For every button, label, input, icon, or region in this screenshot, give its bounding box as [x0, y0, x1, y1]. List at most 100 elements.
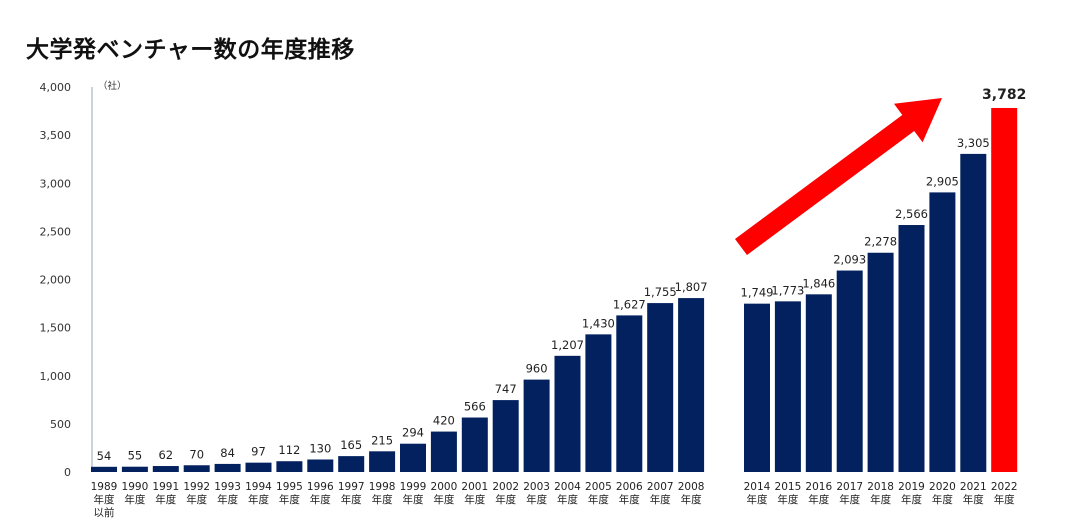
- chart-title: 大学発ベンチャー数の年度推移: [26, 37, 355, 63]
- x-tick-label: 年度: [403, 493, 424, 506]
- bar-value-label: 84: [220, 446, 235, 460]
- x-tick-label: 2022: [991, 481, 1018, 493]
- x-tick-label: 年度: [94, 493, 115, 506]
- bar-value-label: 3,782: [982, 87, 1026, 103]
- x-tick-label: 年度: [681, 493, 702, 506]
- x-tick-label: 年度: [963, 493, 984, 506]
- x-tick-label: 年度: [932, 493, 953, 506]
- x-tick-label: 年度: [433, 493, 454, 506]
- x-tick-label: 2005: [585, 481, 612, 493]
- x-tick-label: 年度: [248, 493, 269, 506]
- bar: [960, 153, 987, 473]
- bar-value-label: 54: [97, 449, 112, 463]
- bar: [523, 379, 550, 472]
- bar: [929, 192, 956, 473]
- growth-arrow: [735, 98, 942, 255]
- x-tick-label: 2016: [805, 481, 832, 493]
- bar: [744, 303, 770, 472]
- bar: [400, 443, 426, 472]
- x-tick-label: 1994: [245, 481, 272, 493]
- bar: [121, 466, 148, 472]
- x-tick-label: 2020: [929, 481, 956, 493]
- x-tick-label: 年度: [217, 493, 238, 506]
- bar-value-label: 1,807: [675, 280, 708, 294]
- x-tick-label: 年度: [747, 493, 768, 506]
- x-tick-label: 2008: [678, 481, 705, 493]
- x-tick-label: 年度: [155, 493, 176, 506]
- bar-value-label: 294: [402, 426, 424, 440]
- bar-value-label: 1,430: [582, 316, 615, 330]
- bar: [678, 298, 705, 472]
- x-tick-label: 2002: [492, 481, 519, 493]
- y-axis-unit-label: （社）: [98, 80, 127, 92]
- bar-value-label: 1,846: [802, 276, 835, 290]
- x-axis-labels: 1989年度以前1990年度1991年度1992年度1993年度1994年度19…: [91, 481, 1018, 519]
- bars: [91, 107, 1018, 473]
- bar: [183, 465, 210, 472]
- x-tick-label: 2001: [461, 481, 488, 493]
- bar-value-label: 2,278: [864, 235, 897, 249]
- bar-value-label: 1,773: [771, 283, 804, 297]
- bar-value-label: 1,207: [551, 338, 584, 352]
- bar: [214, 463, 241, 472]
- bar-value-label: 2,093: [833, 253, 866, 267]
- bar: [616, 315, 643, 472]
- x-tick-label: 1995: [276, 481, 303, 493]
- x-tick-label: 2015: [775, 481, 802, 493]
- y-tick-label: 3,000: [40, 177, 72, 190]
- bar: [585, 334, 612, 472]
- bar: [307, 459, 334, 472]
- x-tick-label: 年度: [901, 493, 922, 506]
- bar-value-label: 55: [128, 449, 143, 463]
- x-tick-label: 年度: [557, 493, 578, 506]
- bar: [647, 303, 674, 472]
- x-tick-label: 1992: [183, 481, 210, 493]
- y-tick-label: 0: [64, 466, 71, 479]
- bar-value-label: 960: [526, 362, 548, 376]
- x-tick-label: 年度: [310, 493, 331, 506]
- x-tick-label: 1996: [307, 481, 334, 493]
- bar-value-label: 420: [433, 414, 455, 428]
- x-tick-label: 1993: [214, 481, 241, 493]
- x-tick-label: 年度: [994, 493, 1015, 506]
- x-tick-label: 年度: [650, 493, 671, 506]
- x-tick-label: 以前: [94, 506, 115, 519]
- bar: [245, 462, 272, 472]
- bar: [867, 252, 894, 472]
- bar: [554, 355, 581, 472]
- bar: [805, 294, 832, 472]
- x-tick-label: 年度: [619, 493, 640, 506]
- y-tick-label: 3,500: [40, 129, 72, 142]
- value-labels: 54 55 62 70 84 97 112 130 165 2152944205667479601…: [97, 87, 1027, 463]
- x-tick-label: 2019: [898, 481, 925, 493]
- y-tick-label: 4,000: [40, 81, 72, 94]
- bar-value-label: 62: [158, 448, 173, 462]
- x-tick-label: 年度: [495, 493, 516, 506]
- bar: [369, 451, 396, 472]
- x-tick-label: 年度: [526, 493, 547, 506]
- x-tick-label: 2000: [431, 481, 458, 493]
- x-tick-label: 年度: [279, 493, 300, 506]
- x-tick-label: 2014: [744, 481, 771, 493]
- bar-value-label: 3,305: [957, 136, 990, 150]
- y-axis-ticks: 0 500 1,000 1,500 2,000 2,500 3,000 3,500 4,000: [40, 81, 72, 479]
- bar-value-label: 2,566: [895, 207, 928, 221]
- bar: [91, 466, 117, 472]
- x-tick-label: 年度: [464, 493, 485, 506]
- x-tick-label: 年度: [186, 493, 207, 506]
- y-tick-label: 1,000: [40, 370, 72, 383]
- bar-value-label: 1,755: [644, 285, 677, 299]
- bar-value-label: 130: [309, 441, 331, 455]
- x-tick-label: 年度: [341, 493, 362, 506]
- bar-highlight: [991, 107, 1018, 473]
- x-tick-label: 年度: [777, 493, 798, 506]
- bar: [492, 400, 519, 472]
- bar: [430, 431, 457, 472]
- y-tick-label: 1,500: [40, 322, 72, 335]
- x-tick-label: 1998: [369, 481, 396, 493]
- bar-value-label: 112: [278, 443, 300, 457]
- x-tick-label: 年度: [372, 493, 393, 506]
- y-tick-label: 2,000: [40, 274, 72, 287]
- bar: [836, 270, 863, 472]
